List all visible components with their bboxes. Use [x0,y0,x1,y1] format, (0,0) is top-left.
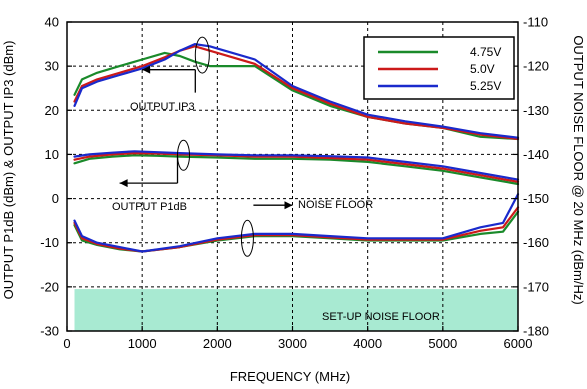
x-tick-label: 4000 [353,336,382,351]
series-line-output-p1db-4_75v [73,154,520,186]
left-y-axis-title: OUTPUT P1dB (dBm) & OUTPUT IP3 (dBm) [1,41,16,300]
right-y-tick-label: -140 [523,147,549,162]
left-y-tick-label: -30 [40,324,59,339]
right-y-tick-label: -130 [523,103,549,118]
x-tick-label: 6000 [504,336,533,351]
x-tick-label: 2000 [203,336,232,351]
noise-arrow-head [284,201,293,210]
right-y-tick-label: -150 [523,191,549,206]
annotation-noise-floor: NOISE FLOOR [298,199,373,211]
series-line-output-ip3-5_25v [73,42,520,139]
x-tick-label: 1000 [128,336,157,351]
left-y-tick-label: 30 [45,59,59,74]
annotation-output-p1db: OUTPUT P1dB [112,201,187,213]
legend: 4.75V 5.0V 5.25V [363,36,515,100]
x-tick-label: 0 [63,336,70,351]
x-tick-label: 5000 [428,336,457,351]
annotation-output-ip3: OUTPUT IP3 [130,101,195,113]
left-y-tick-label: 20 [45,103,59,118]
right-y-tick-label: -170 [523,279,549,294]
right-y-axis-title: OUTPUT NOISE FLOOR @ 20 MHz (dBm/Hz) [571,35,586,304]
legend-label-5.25v: 5.25V [470,79,501,93]
series-line-noise-floor-4_75v [73,210,520,253]
legend-label-4.75v: 4.75V [470,45,501,59]
ip3-arrow-head [142,65,151,74]
ip3-group-ellipse [194,36,210,74]
series-line-output-p1db-5_0v [73,152,520,183]
right-y-tick-label: -160 [523,235,549,250]
p1db-arrow-head [119,179,128,188]
right-y-tick-label: -110 [523,15,548,30]
left-y-tick-label: -10 [40,235,59,250]
right-y-tick-label: -180 [523,324,549,339]
series-line-noise-floor-5_25v [73,193,520,253]
left-y-tick-label: -20 [40,279,59,294]
left-y-tick-label: 40 [45,15,59,30]
series-line-output-ip3-5_0v [73,45,520,141]
x-tick-label: 3000 [278,336,307,351]
noise-group-ellipse [240,219,254,257]
series-line-output-p1db-5_25v [73,150,520,181]
left-y-tick-label: 0 [52,191,59,206]
left-y-tick-label: 10 [45,147,59,162]
legend-label-5.0v: 5.0V [470,62,495,76]
series-line-noise-floor-5_0v [73,206,520,253]
plot-area: 0 1000 2000 3000 4000 5000 6000 -30 -20 -10 0 10 20 3… [40,15,549,352]
right-y-tick-label: -120 [523,59,549,74]
setup-noise-floor-band [74,289,519,331]
annotation-setup-noise-floor: SET-UP NOISE FLOOR [322,311,440,323]
x-axis-title: FREQUENCY (MHz) [230,369,350,384]
